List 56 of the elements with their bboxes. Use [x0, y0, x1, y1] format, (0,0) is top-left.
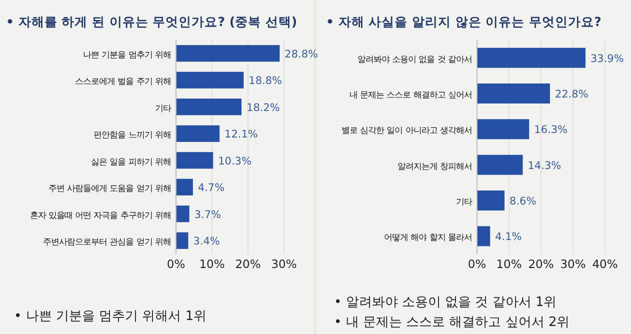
y-tick-label: 혼자 있을때 어떤 자극을 추구하기 위해	[30, 210, 171, 220]
bar	[477, 84, 550, 104]
chart-title: • 자해 사실을 알리지 않은 이유는 무엇인가요?	[326, 14, 602, 29]
data-label: 28.8%	[284, 48, 318, 60]
x-tick-label: 40%	[592, 257, 618, 271]
bar	[477, 119, 530, 140]
x-tick-label: 20%	[528, 257, 554, 271]
bar	[477, 226, 490, 246]
data-label: 3.7%	[194, 208, 222, 221]
data-label: 12.1%	[224, 128, 258, 141]
bar	[477, 48, 586, 68]
data-label: 4.1%	[495, 231, 522, 244]
x-tick-label: 0%	[166, 257, 186, 271]
bar	[477, 154, 523, 175]
y-tick-label: 주변사람으로부터 관심을 얻기 위해	[43, 236, 171, 247]
data-label: 22.8%	[554, 88, 588, 100]
y-tick-label: 기타	[456, 196, 472, 206]
text: • 나쁜 기분을 멈추기 위해서 1위	[14, 309, 207, 324]
y-tick-label: 알려봐야 소용이 없을 것 같아서	[357, 54, 472, 64]
bar	[176, 178, 193, 196]
y-tick-label: 싫은 일을 피하기 위해	[91, 156, 171, 166]
x-tick-label: 10%	[496, 257, 522, 271]
y-tick-label: 편안함을 느끼기 위해	[94, 130, 171, 140]
bar	[176, 45, 280, 62]
data-label: 18.8%	[248, 75, 282, 88]
bar	[477, 190, 505, 210]
x-tick-label: 10%	[199, 257, 225, 271]
data-label: 10.3%	[218, 155, 252, 168]
data-label: 16.3%	[534, 124, 568, 136]
x-tick-label: 0%	[468, 257, 486, 271]
bar	[176, 98, 242, 116]
bar	[176, 152, 214, 169]
x-tick-label: 20%	[235, 257, 261, 271]
text: • 알려봐야 소용이 없을 것 같아서 1위	[334, 295, 557, 310]
bar	[176, 125, 220, 142]
bar	[176, 72, 244, 88]
y-tick-label: 기타	[155, 102, 171, 113]
y-tick-label: 내 문제는 스스로 해결하고 싶어서	[349, 90, 472, 100]
data-label: 33.9%	[590, 52, 624, 65]
y-tick-label: 어떻게 해야 할지 몰라서	[384, 232, 472, 242]
data-label: 4.7%	[198, 182, 225, 194]
data-label: 14.3%	[528, 160, 562, 172]
bar	[176, 232, 188, 249]
data-label: 18.2%	[246, 102, 280, 114]
x-tick-label: 30%	[560, 257, 586, 271]
y-tick-label: 별로 심각한 일이 아니라고 생각해서	[341, 125, 472, 136]
y-tick-label: 스스로에게 벌을 주기 위해	[75, 76, 171, 86]
y-tick-label: 나쁜 기분을 멈추기 위해	[83, 49, 171, 60]
chart-title: • 자해를 하게 된 이유는 무엇인가요? (중복 선택)	[6, 14, 298, 29]
data-label: 3.4%	[193, 236, 220, 248]
text: • 내 문제는 스스로 해결하고 싶어서 2위	[334, 315, 570, 330]
x-tick-label: 30%	[271, 257, 297, 271]
bar	[176, 206, 190, 222]
y-tick-label: 주변 사람들에게 도움을 얻기 위해	[48, 183, 171, 194]
y-tick-label: 알려지는게 창피해서	[397, 160, 472, 171]
data-label: 8.6%	[510, 196, 536, 208]
